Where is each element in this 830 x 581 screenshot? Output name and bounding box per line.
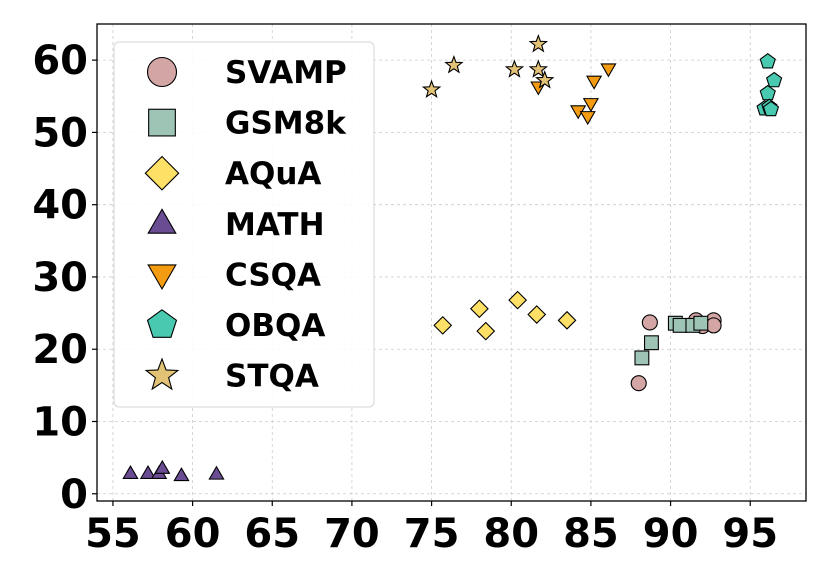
legend-marker-obqa (146, 309, 178, 338)
y-tick-label: 0 (60, 472, 88, 518)
stqa-point (528, 34, 549, 53)
x-tick-label: 65 (244, 511, 300, 557)
x-tick-label: 70 (324, 511, 380, 557)
gsm8k-point (634, 350, 650, 366)
legend-label-aqua: AQuA (225, 156, 321, 192)
plot-frame (96, 23, 807, 502)
y-tick-label: 20 (32, 327, 88, 373)
legend-label-math: MATH (225, 207, 325, 243)
data-points (122, 34, 783, 482)
math-point (173, 467, 190, 482)
aqua-point (508, 290, 528, 310)
x-tick-label: 60 (165, 511, 221, 557)
gsm8k-point (644, 335, 659, 351)
x-tick-label: 80 (483, 511, 539, 557)
axis-ticks: 55 60 65 70 75 80 85 90 95 0 10 20 30 40 50 60 (32, 38, 778, 557)
csqa-point (582, 98, 600, 113)
x-tick-label: 75 (404, 511, 460, 557)
y-tick-label: 10 (32, 400, 88, 446)
legend-marker-stqa (144, 357, 180, 391)
y-tick-label: 60 (32, 38, 88, 84)
math-point (208, 465, 225, 480)
stqa-point (534, 70, 555, 89)
svamp-point (630, 375, 647, 392)
aqua-point (527, 305, 547, 324)
legend-marker-gsm8k (148, 108, 176, 137)
math-point (122, 464, 139, 479)
x-tick-label: 95 (722, 511, 778, 557)
svamp-point (705, 317, 722, 334)
legend-label-svamp: SVAMP (225, 55, 347, 91)
legend-marker-aqua (144, 155, 180, 191)
legend: SVAMP GSM8k AQuA MATH CSQA OBQA STQA (113, 41, 375, 408)
stqa-point (528, 59, 549, 78)
aqua-point (469, 299, 489, 319)
obqa-point (762, 100, 780, 117)
gsm8k-point (693, 315, 709, 331)
csqa-point (585, 75, 603, 90)
math-point (154, 459, 171, 474)
legend-marker-csqa (147, 264, 177, 291)
obqa-point (759, 84, 776, 101)
csqa-point (579, 111, 596, 126)
legend-box (113, 41, 375, 408)
y-tick-label: 40 (32, 183, 88, 229)
legend-marker-svamp (146, 56, 178, 88)
legend-label-csqa: CSQA (225, 257, 321, 293)
stqa-point (421, 79, 442, 99)
aqua-point (433, 315, 453, 335)
aqua-point (557, 310, 577, 330)
csqa-point (600, 63, 617, 78)
aqua-point (476, 321, 496, 341)
stqa-point (504, 59, 525, 78)
x-tick-label: 55 (85, 511, 141, 557)
legend-label-stqa: STQA (225, 359, 319, 395)
x-tick-label: 85 (563, 511, 619, 557)
legend-label-obqa: OBQA (225, 308, 325, 344)
y-tick-label: 50 (32, 110, 88, 156)
gsm8k-point (672, 317, 688, 333)
legend-label-gsm8k: GSM8k (225, 106, 347, 142)
svamp-point (641, 314, 658, 331)
obqa-point (766, 71, 783, 88)
legend-marker-math (147, 208, 177, 234)
math-point (139, 464, 157, 479)
obqa-point (759, 53, 776, 69)
stqa-point (444, 54, 464, 74)
x-tick-label: 90 (643, 511, 699, 557)
y-tick-label: 30 (32, 255, 88, 301)
